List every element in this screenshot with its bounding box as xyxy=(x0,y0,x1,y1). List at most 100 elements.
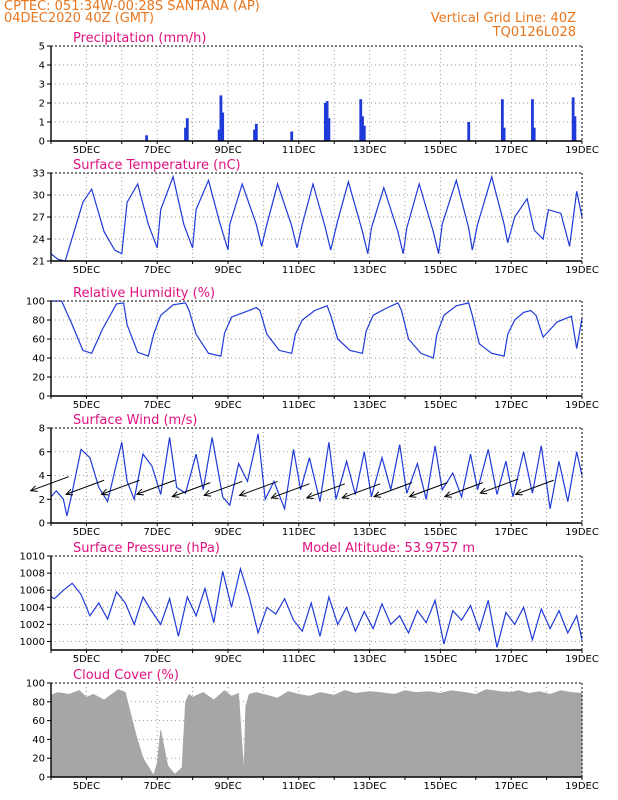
wind-arrow xyxy=(271,483,310,499)
temp-ytick-label: 27 xyxy=(32,213,45,224)
temp-xtick-label: 7DEC xyxy=(144,265,171,276)
wind-xtick-label: 7DEC xyxy=(144,527,171,538)
temp-xtick-label: 15DEC xyxy=(424,265,458,276)
precip-panel: 0 1 2 3 4 5 5DEC 7DEC 9DEC 11DEC 13DEC 15DEC 17DEC 19… xyxy=(39,31,599,156)
cloud-panel: 0 20 40 60 80 100 5DEC 7DEC 9DEC 11DEC 13DEC 15DEC 1… xyxy=(26,668,599,792)
precip-ytick-label: 5 xyxy=(39,42,45,53)
temp-title: Surface Temperature (nC) xyxy=(73,158,241,173)
wind-arrow-head xyxy=(100,488,109,496)
temp-xtick-label: 19DEC xyxy=(565,265,599,276)
rh-title: Relative Humidity (%) xyxy=(73,286,215,301)
precip-xtick-label: 15DEC xyxy=(424,145,458,156)
wind-arrow-head xyxy=(238,490,247,497)
cloud-xtick-label: 17DEC xyxy=(494,781,528,792)
press-xtick-label: 13DEC xyxy=(353,654,387,665)
wind-xtick-label: 17DEC xyxy=(494,527,528,538)
wind-arrow-head xyxy=(305,492,314,499)
precip-bar xyxy=(185,118,189,141)
wind-arrow xyxy=(480,478,519,494)
wind-xtick-label: 13DEC xyxy=(353,527,387,538)
rh-ytick-label: 100 xyxy=(26,297,45,308)
wind-arrow xyxy=(306,483,345,499)
precip-xtick-label: 17DEC xyxy=(494,145,528,156)
precip-xtick-label: 11DEC xyxy=(282,145,316,156)
wind-panel: 0 2 4 6 8 5DEC 7DEC 9DEC 11DEC 13DEC 15DEC 17DEC 19D… xyxy=(29,413,599,538)
temp-ytick-label: 30 xyxy=(32,191,45,202)
press-title: Surface Pressure (hPa) xyxy=(73,541,220,556)
rh-xtick-label: 11DEC xyxy=(282,400,316,411)
rh-ytick-label: 20 xyxy=(32,373,45,384)
press-xtick-label: 5DEC xyxy=(73,654,100,665)
rh-xtick-label: 7DEC xyxy=(144,400,171,411)
wind-arrow-head xyxy=(373,491,382,498)
cloud-ytick-label: 60 xyxy=(32,716,45,727)
wind-xtick-label: 19DEC xyxy=(565,527,599,538)
wind-arrow-head xyxy=(443,491,452,498)
wind-title: Surface Wind (m/s) xyxy=(73,413,197,428)
precip-bar xyxy=(325,101,329,141)
cloud-ytick-label: 100 xyxy=(26,679,45,690)
press-xtick-label: 17DEC xyxy=(494,654,528,665)
wind-arrow-head xyxy=(29,485,38,492)
rh-xtick-label: 17DEC xyxy=(494,400,528,411)
precip-bar xyxy=(323,103,327,141)
cloud-series-area xyxy=(50,689,583,778)
cloud-xtick-label: 13DEC xyxy=(353,781,387,792)
wind-ytick-label: 8 xyxy=(39,424,45,435)
precip-xtick-label: 7DEC xyxy=(144,145,171,156)
rh-xtick-label: 15DEC xyxy=(424,400,458,411)
temp-ytick-label: 33 xyxy=(32,169,45,180)
press-ytick-label: 1002 xyxy=(20,620,45,631)
precip-xtick-label: 13DEC xyxy=(353,145,387,156)
rh-series-line xyxy=(51,300,583,359)
precip-bar xyxy=(219,95,223,141)
wind-arrow xyxy=(515,479,554,495)
cloud-title: Cloud Cover (%) xyxy=(73,668,179,683)
wind-series-line xyxy=(50,433,583,517)
precip-bar xyxy=(290,131,294,141)
temp-series-line xyxy=(50,174,583,262)
press-series-line xyxy=(50,566,583,648)
precip-bar xyxy=(359,99,363,141)
wind-arrow xyxy=(172,482,211,498)
precip-bar xyxy=(184,127,187,141)
cloud-xtick-label: 9DEC xyxy=(214,781,241,792)
temp-xtick-label: 5DEC xyxy=(73,265,100,276)
precip-ytick-label: 1 xyxy=(39,118,45,129)
precip-bar xyxy=(500,99,504,141)
press-xtick-label: 9DEC xyxy=(214,654,241,665)
press-annotation: Model Altitude: 53.9757 m xyxy=(302,541,475,556)
precip-ytick-label: 0 xyxy=(39,137,45,148)
wind-xtick-label: 11DEC xyxy=(282,527,316,538)
wind-arrow xyxy=(444,482,484,498)
wind-arrow-head xyxy=(479,487,488,495)
rh-ytick-label: 40 xyxy=(32,354,45,365)
precip-bar xyxy=(467,122,471,141)
wind-arrow-head xyxy=(408,491,417,498)
press-xtick-label: 7DEC xyxy=(144,654,171,665)
precip-bar xyxy=(327,118,331,141)
wind-arrow-head xyxy=(514,488,523,496)
grid-line-label: Vertical Grid Line: 40Z xyxy=(430,11,576,26)
wind-xtick-label: 5DEC xyxy=(73,527,100,538)
wind-arrow xyxy=(101,479,140,495)
wind-ytick-label: 4 xyxy=(39,471,45,482)
precip-bar xyxy=(573,116,577,141)
cloud-xtick-label: 19DEC xyxy=(565,781,599,792)
precip-title: Precipitation (mm/h) xyxy=(73,31,206,46)
temp-xtick-label: 17DEC xyxy=(494,265,528,276)
wind-arrow xyxy=(30,476,69,492)
wind-arrow-head xyxy=(171,491,180,498)
cloud-xtick-label: 15DEC xyxy=(424,781,458,792)
precip-ytick-label: 2 xyxy=(39,99,45,110)
code-line: TQ0126L028 xyxy=(492,25,576,40)
press-ytick-label: 1010 xyxy=(20,552,45,563)
rh-xtick-label: 9DEC xyxy=(214,400,241,411)
press-panel: 1000 1002 1004 1006 1008 1010 5DEC 7DEC 9DEC 11DE… xyxy=(20,541,599,665)
cloud-ytick-label: 40 xyxy=(32,735,45,746)
wind-arrow xyxy=(65,479,105,495)
date-line: 04DEC2020 40Z (GMT) xyxy=(4,11,155,26)
precip-bar xyxy=(531,99,534,141)
press-ytick-label: 1008 xyxy=(20,569,45,580)
precip-bar xyxy=(254,123,258,141)
